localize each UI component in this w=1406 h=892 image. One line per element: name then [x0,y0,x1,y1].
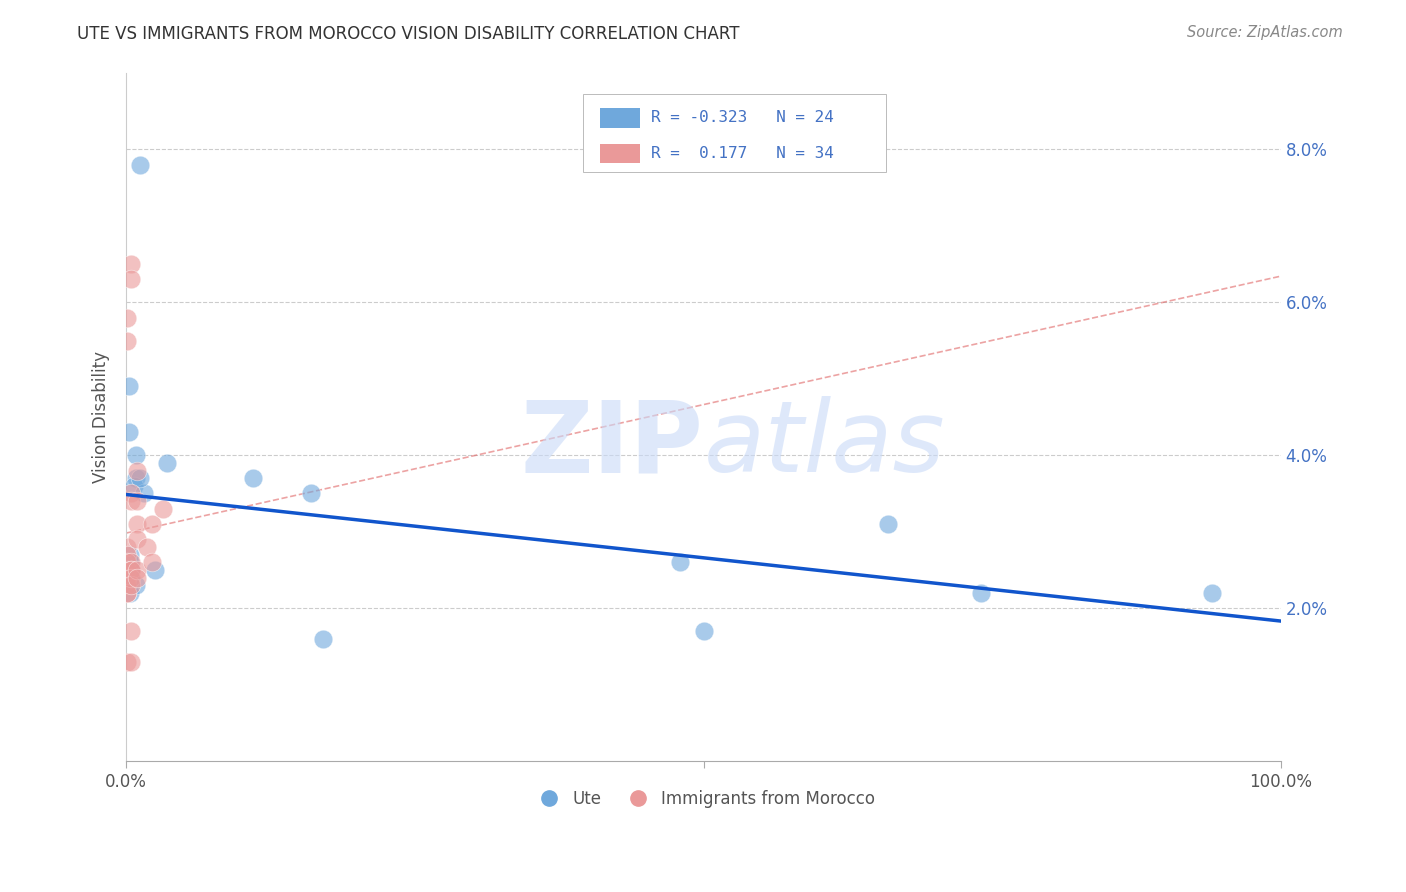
Text: Source: ZipAtlas.com: Source: ZipAtlas.com [1187,25,1343,40]
Point [143,563,166,577]
Point [117,425,139,440]
Y-axis label: Vision Disability: Vision Disability [93,351,110,483]
Point [117,571,139,585]
Point [117,578,139,592]
Point [120,624,142,639]
Text: R =  0.177   N = 34: R = 0.177 N = 34 [651,146,834,161]
Legend: Ute, Immigrants from Morocco: Ute, Immigrants from Morocco [526,783,882,814]
Point [125,464,148,478]
Point [124,448,146,462]
Point [129,471,152,485]
Point [118,555,141,569]
Point [877,517,900,532]
Point [118,548,141,562]
Point [117,563,139,577]
Point [152,501,174,516]
Point [132,486,155,500]
Point [120,563,142,577]
Point [125,571,148,585]
Point [120,555,142,569]
Point [117,379,139,393]
Point [120,486,142,500]
Point [117,655,139,669]
Point [117,563,139,577]
Point [141,517,163,532]
Point [136,540,159,554]
Point [242,471,264,485]
Point [117,586,139,600]
Point [125,533,148,547]
Point [120,563,142,577]
Point [120,494,142,508]
Point [311,632,333,646]
Point [118,571,141,585]
Point [117,334,139,348]
Point [125,517,148,532]
Text: atlas: atlas [703,396,945,493]
Text: UTE VS IMMIGRANTS FROM MOROCCO VISION DISABILITY CORRELATION CHART: UTE VS IMMIGRANTS FROM MOROCCO VISION DI… [77,25,740,43]
Point [692,624,714,639]
Point [120,571,142,585]
Point [125,563,148,577]
Point [118,586,141,600]
Point [124,479,146,493]
Point [120,563,142,577]
Point [299,486,322,500]
Point [125,494,148,508]
Point [124,578,146,592]
Point [120,578,142,592]
Point [117,555,139,569]
Point [120,257,142,271]
Point [117,586,139,600]
Point [1201,586,1223,600]
Point [129,158,152,172]
Point [124,471,146,485]
Point [969,586,991,600]
Point [141,555,163,569]
Point [120,655,142,669]
Text: R = -0.323   N = 24: R = -0.323 N = 24 [651,111,834,125]
Point [117,548,139,562]
Point [117,540,139,554]
Point [156,456,179,470]
Point [117,310,139,325]
Point [117,571,139,585]
Point [120,272,142,286]
Point [669,555,692,569]
Text: ZIP: ZIP [520,396,703,493]
